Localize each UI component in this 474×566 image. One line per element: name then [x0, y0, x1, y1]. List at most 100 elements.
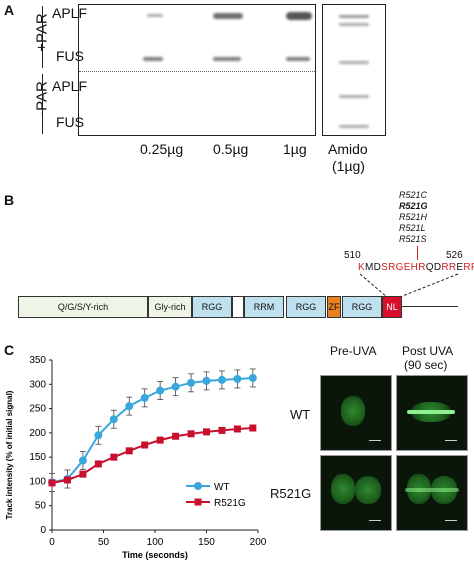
x-tick-label: 150	[198, 537, 215, 548]
sequence-segment: MD	[364, 262, 382, 273]
legend-label: R521G	[214, 498, 246, 509]
damage-track	[405, 488, 459, 492]
data-point-r521g	[156, 436, 164, 444]
data-point-r521g	[233, 425, 241, 433]
data-point-wt	[140, 393, 149, 402]
domain-gly-rich: Gly-rich	[148, 296, 192, 318]
blot-main	[78, 4, 316, 136]
y-tick-label: 150	[29, 452, 46, 463]
data-point-wt	[248, 373, 257, 382]
data-point-wt	[78, 456, 87, 465]
position-start: 510	[344, 250, 361, 261]
data-point-r521g	[110, 453, 118, 461]
micro-col-pre: Pre-UVA	[330, 344, 377, 358]
mutation-list: R521C R521G R521H R521L R521S	[399, 190, 428, 245]
x-axis-title: Time (seconds)	[122, 550, 188, 560]
x-tick-label: 0	[49, 537, 55, 548]
mutation-r521g: R521G	[399, 201, 428, 211]
mutation-pointer-line	[417, 246, 418, 260]
band-amido-1	[339, 15, 369, 18]
x-tick-label: 200	[250, 537, 267, 548]
data-point-r521g	[249, 424, 257, 432]
domain-nl: NL	[382, 296, 402, 318]
domain-rgg-1: RGG	[192, 296, 232, 318]
micro-r521g-post	[396, 455, 468, 531]
nucleus	[341, 396, 365, 426]
band-aplf-plus-2	[213, 13, 243, 19]
col-label-0-5ug: 0.5µg	[213, 141, 249, 157]
panel-a-letter: A	[4, 2, 15, 18]
data-point-r521g	[172, 432, 180, 440]
data-point-wt	[217, 375, 226, 384]
nucleus	[331, 474, 355, 504]
micro-r521g-pre	[320, 455, 392, 531]
blot-amido	[322, 4, 386, 136]
y-tick-label: 250	[29, 404, 46, 415]
band-aplf-plus-1	[147, 14, 163, 17]
sequence-segment: SRGEHR	[381, 262, 426, 273]
sequence-segment: QD	[425, 262, 442, 273]
data-point-wt	[125, 402, 134, 411]
amido-amount-label: (1µg)	[332, 158, 365, 174]
domain-rgg-2: RGG	[286, 296, 326, 318]
y-axis-title: Track intensity (% of initial signal)	[5, 390, 14, 519]
sequence-segment: E	[456, 262, 464, 273]
mutation-r521h: R521H	[399, 212, 428, 222]
blot-divider	[79, 71, 315, 72]
y-tick-label: 350	[29, 355, 46, 366]
intensity-chart: 0 50 100 150 200 0 50 100 150 200 250 300 350 Time (s…	[5, 355, 267, 560]
data-point-wt	[156, 386, 165, 395]
micro-row-wt: WT	[290, 407, 311, 422]
band-fus-plus-1	[143, 57, 163, 61]
mutation-r521c: R521C	[399, 190, 428, 200]
data-point-r521g	[203, 428, 210, 436]
x-tick-label: 50	[98, 537, 110, 548]
scale-bar	[369, 520, 381, 521]
col-label-0-25ug: 0.25µg	[140, 141, 184, 157]
y-tick-label: 0	[40, 525, 46, 536]
sequence-segment: K	[358, 262, 365, 273]
legend-marker-wt	[194, 482, 202, 490]
micro-wt-pre	[320, 375, 392, 451]
sequence-segment: R	[441, 262, 449, 273]
panel-b-letter: B	[4, 192, 15, 208]
row-label-aplf-plus: APLF	[52, 5, 88, 21]
mutation-r521l: R521L	[399, 223, 426, 233]
row-label-aplf-minus: APLF	[52, 78, 88, 94]
y-tick-label: 300	[29, 379, 46, 390]
domain-qgsy-rich: Q/G/S/Y-rich	[18, 296, 148, 318]
nls-sequence: KMDSRGEHRQDRRERPY	[358, 262, 474, 273]
domain-zf: ZF	[327, 296, 341, 318]
y-tick-label: 50	[35, 501, 47, 512]
damage-track	[407, 410, 455, 414]
band-amido-4	[339, 95, 369, 98]
domain-baseline	[402, 306, 458, 307]
band-amido-2	[339, 23, 369, 26]
col-label-1ug: 1µg	[283, 141, 307, 157]
legend-label: WT	[214, 482, 230, 493]
row-label-fus-minus: FUS	[56, 114, 84, 130]
data-point-r521g	[63, 476, 71, 484]
scale-bar	[445, 440, 457, 441]
data-point-r521g	[141, 441, 149, 449]
band-fus-plus-3	[286, 57, 310, 61]
data-point-r521g	[48, 479, 56, 487]
band-amido-3	[339, 61, 369, 64]
band-amido-5	[339, 125, 369, 128]
data-point-r521g	[125, 447, 133, 455]
domain-rrm: RRM	[244, 296, 284, 318]
data-point-wt	[109, 415, 118, 424]
data-point-wt	[233, 374, 242, 383]
band-aplf-plus-3	[286, 12, 312, 20]
data-point-wt	[187, 378, 196, 387]
nucleus	[355, 476, 381, 504]
band-fus-plus-2	[213, 57, 241, 61]
domain-linker-1	[232, 296, 244, 318]
position-end: 526	[446, 250, 463, 261]
micro-col-post-time: (90 sec)	[404, 358, 448, 372]
zoom-lines	[359, 273, 459, 298]
y-tick-label: 100	[29, 476, 46, 487]
domain-rgg-3: RGG	[342, 296, 382, 318]
group-bracket-minus	[42, 74, 49, 134]
scale-bar	[369, 440, 381, 441]
